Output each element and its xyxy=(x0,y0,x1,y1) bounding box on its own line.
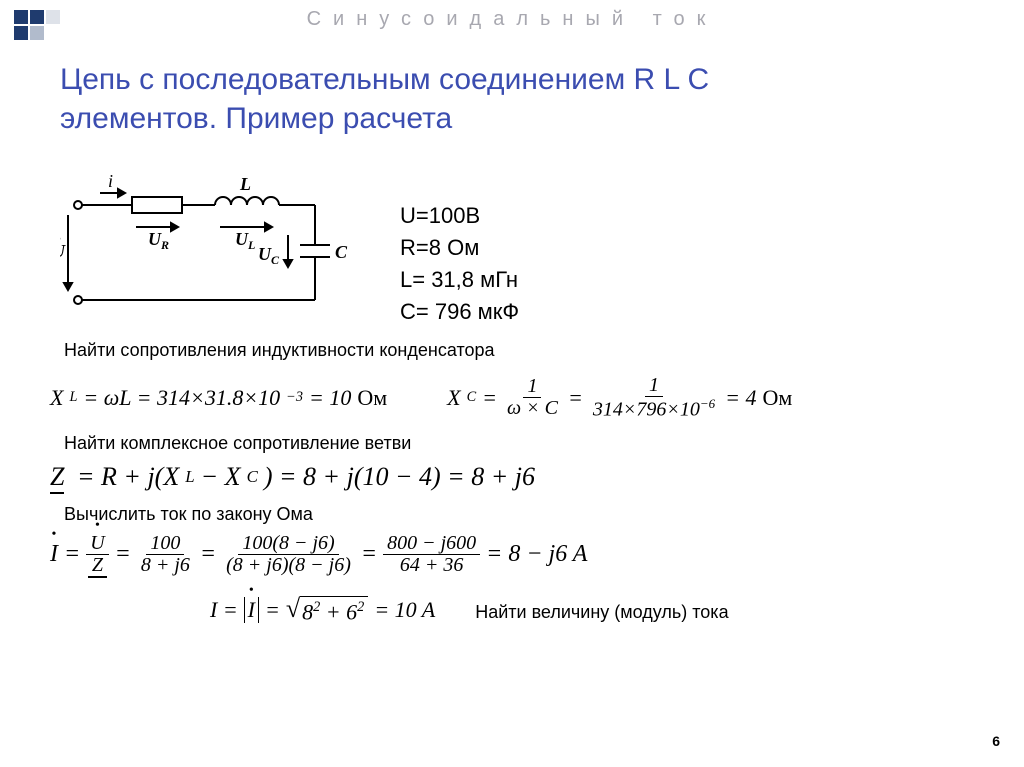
page-number: 6 xyxy=(992,733,1000,749)
formula-I: I= UZ = 1008 + j6 = 100(8 − j6)(8 + j6)(… xyxy=(50,533,994,576)
circuit-diagram: i L U • UR UL UC C xyxy=(60,175,350,325)
given-U: U=100В xyxy=(400,200,519,232)
text-find-reactances: Найти сопротивления индуктивности конден… xyxy=(64,340,994,361)
text-find-magnitude: Найти величину (модуль) тока xyxy=(475,602,728,623)
svg-text:i: i xyxy=(108,175,113,191)
svg-text:L: L xyxy=(239,175,251,194)
formula-Z: Z = R + j(XL − XC) = 8 + j(10 − 4) = 8 +… xyxy=(50,462,994,492)
given-C: C= 796 мкФ xyxy=(400,296,519,328)
svg-text:•: • xyxy=(60,229,61,249)
banner-title: Синусоидальный ток xyxy=(0,8,1024,31)
formula-XC: XC = 1ω × C = 1314×796×10−6 = 4Ом xyxy=(447,375,792,421)
title-line2: элементов. Пример расчета xyxy=(60,102,452,135)
formula-Imag: I = I = √82 + 62 = 10 A xyxy=(210,596,435,625)
svg-text:UL: UL xyxy=(235,229,255,252)
formula-XL: XL = ωL = 314×31.8×10−3 = 10Ом xyxy=(50,385,387,411)
svg-text:UC: UC xyxy=(258,244,280,267)
given-R: R=8 Ом xyxy=(400,232,519,264)
svg-text:UR: UR xyxy=(148,229,169,252)
text-calc-current: Вычислить ток по закону Ома xyxy=(64,504,994,525)
svg-text:C: C xyxy=(335,242,348,262)
given-L: L= 31,8 мГн xyxy=(400,264,519,296)
title-line1: Цепь с последовательным соединением R L … xyxy=(60,63,709,96)
slide-title: Цепь с последовательным соединением R L … xyxy=(60,60,709,138)
text-find-complex: Найти комплексное сопротивление ветви xyxy=(64,433,994,454)
given-values: U=100В R=8 Ом L= 31,8 мГн C= 796 мкФ xyxy=(400,200,519,328)
content-area: Найти сопротивления индуктивности конден… xyxy=(50,340,994,637)
